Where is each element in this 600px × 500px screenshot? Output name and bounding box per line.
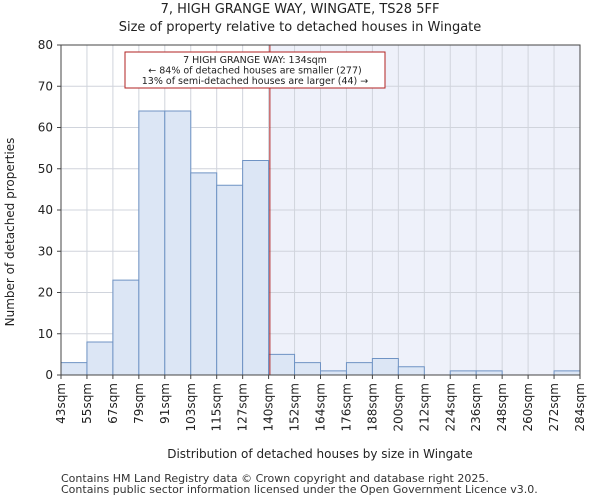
x-tick-labels: 43sqm 55sqm 67sqm 79sqm 91sqm 103sqm 115sqm 127… [54, 375, 587, 431]
y-tick-label: 60 [38, 121, 53, 135]
x-tick-label: 164sqm [314, 383, 328, 431]
bar [164, 110, 192, 376]
y-tick-label: 10 [38, 327, 53, 341]
x-tick-label: 188sqm [365, 383, 379, 431]
bar [216, 184, 244, 376]
chart-title: 7, HIGH GRANGE WAY, WINGATE, TS28 5FF [160, 2, 440, 17]
x-tick-label: 79sqm [132, 383, 146, 424]
bar [138, 110, 166, 376]
x-tick-label: 140sqm [262, 383, 276, 431]
annotation-box [124, 51, 386, 89]
x-tick-label: 236sqm [469, 383, 483, 431]
bar [294, 362, 321, 376]
y-axis-label: Number of detached properties [3, 138, 17, 327]
y-tick-label: 0 [45, 368, 53, 382]
y-tick-label: 70 [38, 79, 53, 93]
x-tick-label: 224sqm [443, 383, 457, 431]
x-tick-label: 248sqm [495, 383, 509, 431]
x-tick-label: 127sqm [236, 383, 250, 431]
x-tick-label: 67sqm [106, 383, 120, 424]
x-tick-label: 43sqm [54, 383, 68, 424]
annotation-line-2: ← 84% of detached houses are smaller (27… [148, 66, 361, 77]
x-tick-label: 103sqm [184, 383, 198, 431]
bar [449, 370, 477, 376]
x-tick-label: 212sqm [417, 383, 431, 431]
y-tick-label: 20 [38, 286, 53, 300]
bar [345, 362, 373, 376]
bar [112, 279, 140, 376]
bar [242, 160, 270, 376]
bar [268, 353, 296, 376]
x-tick-label: 152sqm [288, 383, 302, 431]
y-tick-label: 30 [38, 244, 53, 258]
y-tick-label: 80 [38, 38, 53, 52]
chart-subtitle: Size of property relative to detached ho… [118, 20, 482, 35]
y-tick-labels: 0 10 20 30 40 50 60 70 80 [38, 38, 61, 382]
x-tick-label: 55sqm [80, 383, 94, 424]
bar [320, 370, 347, 376]
bar [371, 358, 399, 376]
bar [190, 172, 218, 376]
bar [475, 370, 503, 376]
x-tick-label: 91sqm [158, 383, 172, 424]
footer-copyright: Contains HM Land Registry data © Crown c… [61, 472, 489, 485]
annotation-line-1: 7 HIGH GRANGE WAY: 134sqm [183, 55, 327, 66]
bars [60, 110, 581, 376]
x-tick-label: 272sqm [547, 383, 561, 431]
x-tick-label: 284sqm [573, 383, 587, 431]
bar [397, 366, 425, 376]
y-tick-label: 50 [38, 162, 53, 176]
histogram-chart: 0 10 20 30 40 50 60 70 80 43sqm 55sqm 67sqm 79sqm 91… [3, 38, 587, 461]
x-axis-label: Distribution of detached houses by size … [167, 447, 473, 461]
marker-annotation: 7 HIGH GRANGE WAY: 134sqm ← 84% of detac… [124, 51, 386, 89]
x-tick-label: 115sqm [210, 383, 224, 431]
x-tick-label: 200sqm [391, 383, 405, 431]
x-tick-label: 260sqm [521, 383, 535, 431]
x-tick-label: 176sqm [339, 383, 353, 431]
y-tick-label: 40 [38, 203, 53, 217]
footer-licence: Contains public sector information licen… [61, 483, 538, 496]
bar [553, 370, 581, 376]
bar [86, 341, 114, 376]
bar [60, 362, 88, 376]
annotation-line-3: 13% of semi-detached houses are larger (… [142, 76, 369, 87]
